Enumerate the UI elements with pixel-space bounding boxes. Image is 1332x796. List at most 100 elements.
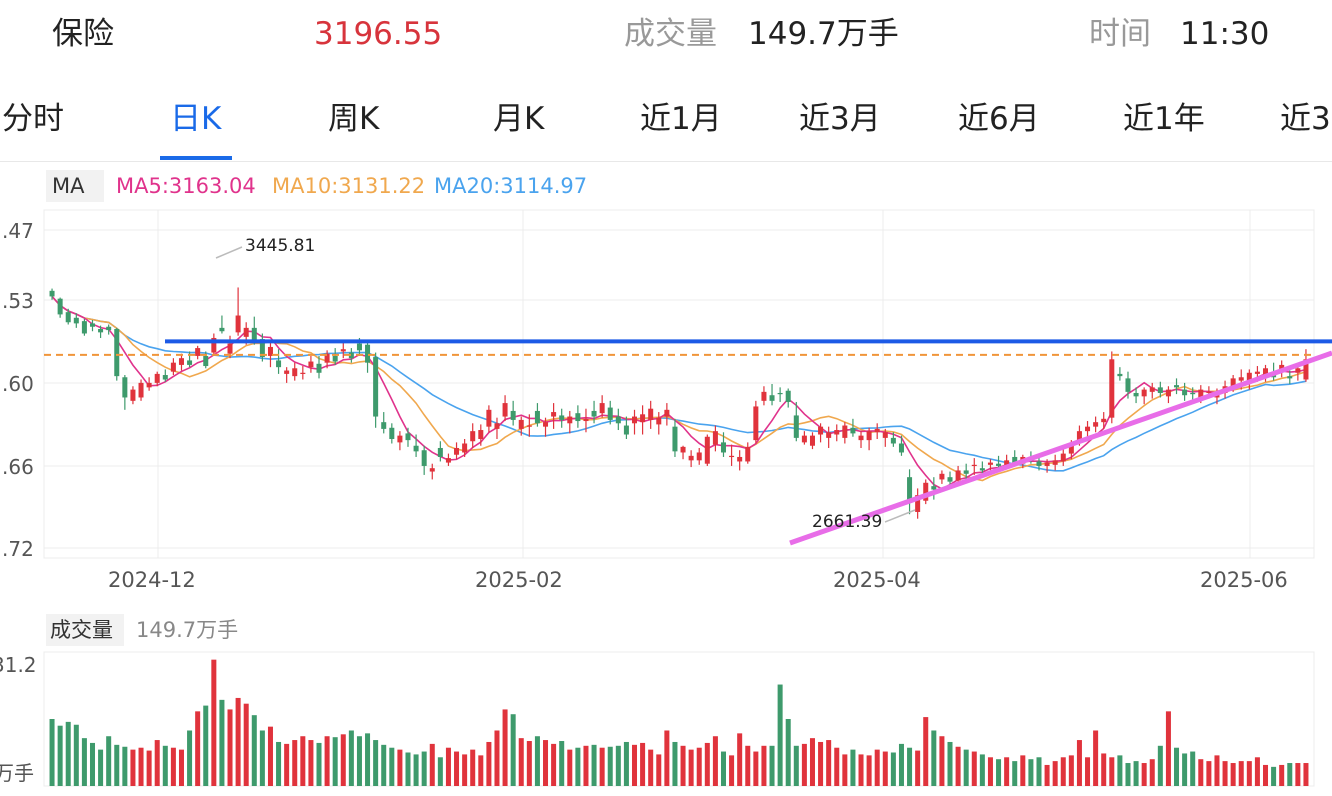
volume-bar xyxy=(1004,757,1010,786)
candle-body xyxy=(89,323,96,327)
candlestick xyxy=(826,426,832,448)
volume-bar xyxy=(356,736,362,786)
candle-body xyxy=(818,426,824,435)
candle-body xyxy=(251,327,257,341)
tab-daily-k[interactable]: 日K xyxy=(170,101,222,137)
candle-body xyxy=(227,343,233,354)
candlestick xyxy=(478,424,484,446)
candlestick xyxy=(1093,416,1099,433)
candle-body xyxy=(737,456,743,462)
volume-bar xyxy=(478,755,484,786)
volume-bar xyxy=(1165,711,1171,786)
tab-intraday[interactable]: 分时 xyxy=(2,101,64,137)
candle-body xyxy=(769,395,775,401)
volume-bar xyxy=(324,736,330,786)
candle-body xyxy=(510,410,516,420)
candle-body xyxy=(1012,456,1018,463)
volume-bar xyxy=(300,736,306,786)
volume-bar xyxy=(543,740,549,786)
candle-body xyxy=(373,357,379,417)
candle-body xyxy=(1295,368,1301,373)
candle-body xyxy=(365,344,371,363)
candle-body xyxy=(1254,371,1260,374)
candle-body xyxy=(1141,389,1147,397)
volume-bar xyxy=(65,721,71,786)
volume-bar xyxy=(1303,763,1309,786)
candle-body xyxy=(898,443,904,453)
volume-bar xyxy=(437,757,443,786)
candle-body xyxy=(324,353,330,363)
candlestick xyxy=(300,366,306,380)
candle-body xyxy=(712,431,718,445)
candlestick xyxy=(332,348,338,365)
candle-body xyxy=(219,327,225,332)
candle-body xyxy=(284,370,290,374)
volume-bar xyxy=(720,751,727,786)
candle-body xyxy=(777,392,783,395)
candlestick xyxy=(737,450,743,471)
candle-body xyxy=(146,382,152,388)
volume-bar xyxy=(1052,761,1058,786)
tab-1-year[interactable]: 近1年 xyxy=(1123,101,1205,137)
volume-bar xyxy=(1222,761,1228,786)
tab-3-months[interactable]: 近3月 xyxy=(799,101,881,137)
candlestick xyxy=(421,445,427,475)
candlestick xyxy=(1157,381,1163,398)
candle-body xyxy=(672,426,678,452)
volume-bar xyxy=(526,741,532,786)
candle-body xyxy=(599,403,605,414)
volume-bar xyxy=(470,749,476,786)
candlestick xyxy=(898,435,904,456)
candle-body xyxy=(381,422,387,429)
price-grid xyxy=(43,209,1315,559)
volume-bar xyxy=(745,745,751,786)
tab-weekly-k[interactable]: 周K xyxy=(328,101,380,137)
candlestick xyxy=(688,450,694,468)
candlestick xyxy=(57,297,63,318)
volume-bar xyxy=(769,745,775,786)
candlestick xyxy=(583,408,589,433)
tab-6-months[interactable]: 近6月 xyxy=(958,101,1040,137)
candlestick xyxy=(454,442,460,460)
volume-bar xyxy=(648,749,654,786)
candle-body xyxy=(462,443,468,453)
candle-body xyxy=(259,339,265,358)
candle-body xyxy=(1157,387,1163,393)
candle-body xyxy=(518,419,524,429)
volume-bar xyxy=(267,726,273,786)
volume-bar xyxy=(858,754,864,786)
candle-body xyxy=(696,452,702,461)
tab-monthly-k[interactable]: 月K xyxy=(493,101,545,137)
candlestick xyxy=(154,371,160,387)
candlestick xyxy=(559,408,565,428)
candle-body xyxy=(235,315,241,333)
volume-bar xyxy=(866,755,872,786)
candle-body xyxy=(81,321,87,334)
ma-legend-label: MA xyxy=(52,174,85,198)
volume-bar xyxy=(1230,763,1236,786)
candlestick xyxy=(1085,421,1091,440)
candlestick xyxy=(534,403,540,427)
time-value: 11:30 xyxy=(1180,16,1270,52)
candle-body xyxy=(1109,359,1115,418)
candle-body xyxy=(348,352,354,359)
ma-legend-box xyxy=(46,170,104,202)
volume-bar xyxy=(276,741,282,786)
tab-3-years[interactable]: 近3 xyxy=(1280,101,1331,137)
candle-body xyxy=(1044,462,1050,466)
candlestick xyxy=(753,400,759,444)
volume-bar xyxy=(915,750,921,786)
candlestick xyxy=(890,432,896,447)
volume-bar xyxy=(1206,761,1212,786)
active-tab-indicator xyxy=(160,156,232,160)
candlestick xyxy=(284,367,290,383)
low-annotation-leader xyxy=(884,509,916,523)
candlestick xyxy=(551,403,557,429)
volume-bar xyxy=(575,747,581,786)
tab-1-month[interactable]: 近1月 xyxy=(640,101,722,137)
candle-body xyxy=(842,425,848,438)
volume-bar xyxy=(219,699,225,786)
candle-body xyxy=(648,408,654,420)
y-tick-label: .60 xyxy=(2,372,34,396)
